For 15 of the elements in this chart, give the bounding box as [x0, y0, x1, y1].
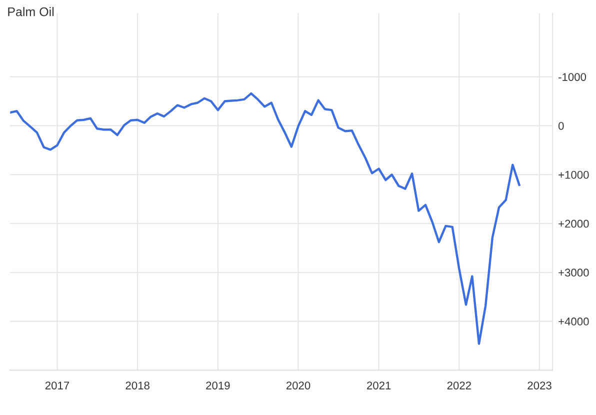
x-tick-label: 2023	[528, 382, 552, 390]
x-tick-label: 2018	[126, 382, 150, 390]
y-tick-label: +4000	[558, 318, 589, 326]
y-tick-label: +1000	[558, 170, 589, 179]
y-tick-label: 0	[558, 122, 564, 130]
y-tick-label: -1000	[558, 73, 586, 81]
x-tick-label: 2022	[447, 382, 471, 390]
x-tick-label: 2021	[367, 382, 391, 390]
x-tick-label: 2020	[286, 382, 310, 390]
y-tick-label: +2000	[558, 220, 589, 228]
chart-title: Palm Oil	[8, 7, 54, 16]
x-tick-label: 2017	[45, 382, 70, 390]
line-series	[10, 92, 520, 345]
y-tick-label: +3000	[558, 268, 589, 277]
x-tick-label: 2019	[206, 382, 230, 390]
